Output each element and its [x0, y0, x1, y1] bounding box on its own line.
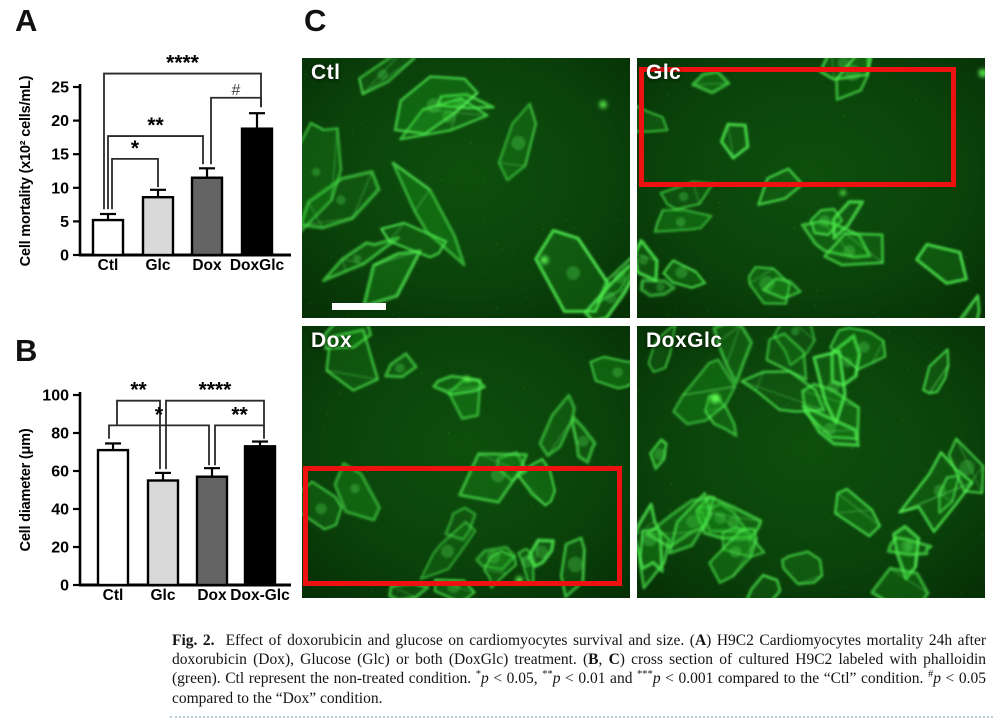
caption-segment: ) H9C2 Cardiomyocytes mortality 24h afte… — [172, 632, 987, 669]
scale-bar — [332, 303, 386, 310]
significance-label: * — [155, 403, 164, 426]
y-tick-label: 20 — [51, 113, 69, 130]
micrograph-image-ctl — [302, 58, 630, 318]
x-category-label: Dox — [197, 587, 227, 604]
significance-label: **** — [166, 52, 200, 75]
micrograph-ctl: Ctl — [302, 58, 630, 318]
caption-segment: C — [608, 651, 620, 669]
bar-Glc — [146, 479, 180, 587]
caption-segment: B — [588, 651, 599, 669]
bar-Ctl — [91, 218, 125, 257]
significance-label: * — [131, 137, 140, 160]
y-tick-label: 80 — [51, 426, 69, 443]
cell-layer — [637, 326, 985, 598]
caption-segment: < 0.05, — [488, 670, 543, 688]
significance-bracket — [214, 424, 265, 466]
x-category-label: Ctl — [103, 587, 124, 604]
caption-segment: p — [552, 670, 561, 688]
x-category-label: Dox-Glc — [230, 587, 290, 604]
significance-bracket — [107, 135, 204, 210]
y-axis-label: Cell diameter (μm) — [18, 428, 34, 551]
cell-layer — [302, 58, 630, 318]
caption-segment: p — [481, 670, 489, 688]
micrograph-doxglc: DoxGlc — [637, 326, 985, 598]
micrograph-image-dox — [302, 326, 630, 598]
bar-Glc — [141, 196, 175, 257]
significance-bracket — [116, 399, 161, 470]
caption-segment: *** — [637, 669, 653, 681]
significance-label: ** — [130, 379, 147, 402]
duplication-highlight-box — [639, 67, 956, 187]
y-tick-label: 0 — [60, 248, 69, 265]
significance-label: **** — [199, 379, 233, 402]
diameter-bar-chart: 0 20 40 60 80 100 Ctl Glc Dox Dox-Glc ** **** * ** Cel… — [8, 378, 300, 633]
significance-bracket — [210, 96, 262, 165]
x-category-label: Ctl — [98, 257, 119, 274]
duplication-highlight-box — [303, 466, 622, 586]
caption-segment: < 0.05 compared to the “Dox” condition. — [172, 670, 986, 707]
significance-label: ** — [231, 403, 248, 426]
y-axis-label: Cell mortality (x10² cells/mL) — [18, 75, 34, 266]
caption-segment: # — [927, 669, 934, 681]
bar-Dox — [190, 176, 224, 257]
significance-bracket — [108, 424, 210, 466]
significance-label: ** — [147, 114, 164, 137]
significance-bracket — [111, 158, 159, 210]
caption-segment: A — [694, 632, 707, 649]
significance-bracket — [165, 399, 265, 470]
micrograph-image-glc — [637, 58, 985, 318]
bright-spot-layer — [710, 393, 721, 404]
caption-segment: p — [933, 670, 941, 688]
y-tick-label: 0 — [60, 578, 69, 595]
condition-label-dox: Dox — [311, 329, 353, 352]
x-category-label: Glc — [146, 257, 171, 274]
y-tick-label: 20 — [51, 540, 69, 557]
x-category-label: DoxGlc — [230, 257, 285, 274]
x-category-label: Glc — [151, 587, 176, 604]
y-tick-label: 15 — [51, 147, 69, 164]
condition-label-glc: Glc — [646, 61, 682, 84]
caption-segment: , — [598, 651, 609, 669]
caption-segment: ) cross section of cultured H9C2 labeled… — [172, 651, 987, 688]
y-tick-label: 10 — [51, 180, 69, 197]
y-tick-label: 5 — [60, 214, 69, 231]
y-tick-label: 60 — [51, 464, 69, 481]
panel-b-label: B — [15, 333, 38, 368]
caption-segment: Effect of doxorubicin and glucose on car… — [214, 632, 695, 649]
significance-bracket — [103, 72, 262, 210]
caption-segment: * — [475, 669, 481, 681]
caption-segment: < 0.001 compared to the “Ctl” condition. — [660, 670, 928, 688]
bright-spot-layer — [840, 69, 985, 196]
figure-caption: Fig. 2. Effect of doxorubicin and glucos… — [172, 631, 986, 708]
x-category-label: Dox — [192, 257, 222, 274]
caption-segment: ** — [542, 669, 553, 681]
condition-label-ctl: Ctl — [311, 61, 341, 84]
micrograph-glc: Glc — [637, 58, 985, 318]
bottom-dotted-divider — [170, 716, 993, 718]
mortality-bar-chart: 0 5 10 15 20 25 Ctl Glc Dox DoxGlc * ** **** # Cell mo… — [8, 48, 300, 301]
cell-layer — [637, 58, 981, 318]
micrograph-image-doxglc — [637, 326, 985, 598]
bright-spot-layer — [540, 100, 607, 265]
bar-Dox — [195, 475, 229, 587]
bar-Ctl — [96, 448, 130, 587]
bar-Dox-Glc — [243, 445, 277, 587]
caption-segment: < 0.01 and — [560, 670, 638, 688]
significance-label: # — [232, 82, 241, 99]
y-tick-label: 25 — [51, 80, 69, 97]
y-tick-label: 100 — [42, 388, 69, 405]
condition-label-doxglc: DoxGlc — [646, 329, 723, 352]
y-tick-label: 40 — [51, 502, 69, 519]
caption-segment: Fig. 2. — [172, 632, 215, 649]
caption-segment: p — [652, 670, 661, 688]
cell-layer — [302, 326, 630, 598]
panel-c-label: C — [304, 3, 327, 38]
micrograph-dox: Dox — [302, 326, 630, 598]
panel-a-label: A — [15, 3, 38, 38]
bar-DoxGlc — [240, 127, 274, 257]
